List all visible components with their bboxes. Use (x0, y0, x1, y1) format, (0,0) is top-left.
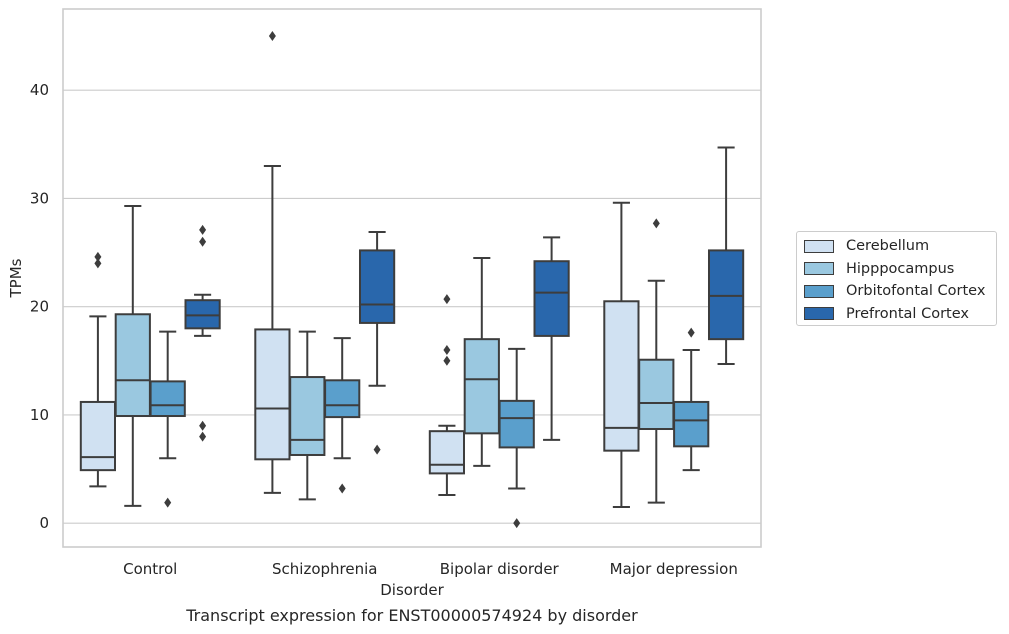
outlier-point (513, 518, 521, 529)
outlier-point (268, 31, 276, 42)
outlier-point (443, 355, 451, 366)
iqr-box (673, 400, 710, 448)
y-tick-label: 30 (30, 189, 49, 207)
outlier-point (443, 344, 451, 355)
y-tick-label: 20 (30, 298, 49, 316)
y-tick-labels: 0 10 20 30 40 (30, 81, 49, 532)
x-tick-label: Control (123, 560, 177, 578)
legend: Cerebellum Hipppocampus Orbitofontal Corte… (796, 231, 997, 326)
iqr-box (79, 400, 117, 472)
iqr-box (428, 430, 466, 475)
box-hipppocampus (463, 256, 500, 467)
outlier-point (373, 444, 381, 455)
outlier-point (199, 420, 207, 431)
box-cerebellum (428, 294, 466, 497)
iqr-box (149, 380, 186, 418)
legend-item: Cerebellum (804, 235, 996, 258)
iqr-box (498, 399, 535, 449)
legend-label: Hipppocampus (846, 260, 955, 277)
legend-swatch (804, 307, 834, 321)
legend-label: Orbitofontal Cortex (846, 283, 986, 300)
y-tick-label: 10 (30, 406, 49, 424)
figure-caption: Transcript expression for ENST0000057492… (186, 606, 638, 625)
iqr-box (707, 249, 745, 341)
outlier-point (199, 224, 207, 235)
legend-label: Cerebellum (846, 238, 930, 255)
iqr-box (289, 376, 326, 456)
iqr-box (254, 328, 291, 461)
y-tick-label: 40 (30, 81, 49, 99)
box-prefrontal-cortex (533, 236, 570, 441)
box-cerebellum (254, 31, 291, 494)
iqr-box (324, 379, 361, 419)
x-tick-label: Schizophrenia (272, 560, 377, 578)
x-tick-labels: Control Schizophrenia Bipolar disorder Majo… (123, 560, 738, 578)
x-tick-label: Bipolar disorder (440, 560, 560, 578)
box-cerebellum (79, 251, 117, 488)
outlier-point (687, 327, 695, 338)
legend-item: Prefrontal Cortex (804, 303, 996, 326)
box-prefrontal-cortex (358, 230, 396, 455)
box-cerebellum (603, 201, 640, 508)
box-hipppocampus (289, 330, 326, 501)
outlier-point (338, 483, 346, 494)
iqr-box (463, 338, 500, 435)
plot-frame (62, 8, 762, 548)
iqr-box (184, 299, 221, 330)
outlier-point (94, 251, 102, 262)
box-groups (79, 31, 745, 529)
outlier-point (94, 258, 102, 269)
legend-item: Hipppocampus (804, 258, 996, 281)
box-prefrontal-cortex (184, 224, 221, 442)
legend-item: Orbitofontal Cortex (804, 280, 996, 303)
x-tick-label: Major depression (610, 560, 738, 578)
legend-swatch (804, 262, 834, 276)
iqr-box (114, 313, 151, 418)
iqr-box (358, 249, 396, 324)
iqr-box (638, 358, 675, 431)
outlier-point (164, 497, 172, 508)
box-orbitofontal-cortex (149, 330, 186, 508)
y-tick-label: 0 (39, 514, 49, 532)
y-axis-label: TPMs (7, 258, 25, 298)
iqr-box (533, 260, 570, 337)
box-hipppocampus (114, 205, 151, 507)
box-orbitofontal-cortex (324, 337, 361, 494)
outlier-point (199, 431, 207, 442)
box-prefrontal-cortex (707, 146, 745, 366)
x-axis-label: Disorder (380, 581, 444, 599)
legend-swatch (804, 239, 834, 253)
outlier-point (199, 236, 207, 247)
box-orbitofontal-cortex (498, 347, 535, 529)
box-hipppocampus (638, 218, 675, 504)
outlier-point (443, 294, 451, 305)
legend-swatch (804, 284, 834, 298)
box-orbitofontal-cortex (673, 327, 710, 472)
iqr-box (603, 300, 640, 452)
outlier-point (652, 218, 660, 229)
legend-label: Prefrontal Cortex (846, 305, 969, 322)
